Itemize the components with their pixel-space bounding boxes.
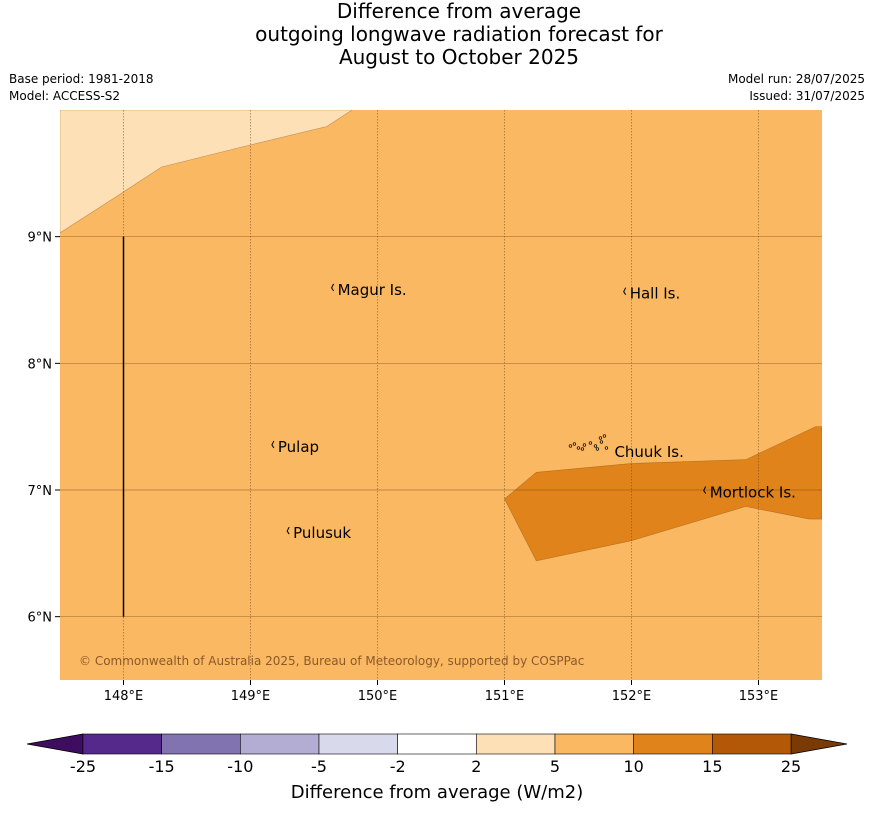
- forecast-regions: [60, 110, 822, 562]
- legend-tick-label: -2: [390, 757, 406, 776]
- legend-bin: [633, 733, 713, 755]
- lat-tick-label: 7°N: [28, 484, 53, 499]
- title-line-1: Difference from average: [336, 0, 582, 23]
- island-coast-mark: [331, 283, 335, 292]
- island-coast-mark: [598, 436, 603, 440]
- legend-bin: [318, 733, 398, 755]
- region-10-to-15: [504, 426, 822, 562]
- copyright-notice: © Commonwealth of Australia 2025, Bureau…: [79, 654, 584, 668]
- legend-bin: [161, 733, 241, 755]
- lon-tick-label: 150°E: [358, 689, 398, 704]
- legend-bin: [240, 733, 320, 755]
- island-label: Pulusuk: [293, 524, 351, 542]
- legend-tick-label: 10: [623, 757, 643, 776]
- island-coast-mark: [599, 440, 604, 444]
- island-coast-mark: [604, 446, 609, 450]
- lat-tick-label: 8°N: [28, 357, 53, 372]
- lon-tick-label: 152°E: [612, 689, 652, 704]
- lon-tick-label: 153°E: [739, 689, 779, 704]
- legend-tick-label: -15: [149, 757, 175, 776]
- region-2-to-5: [60, 110, 353, 234]
- legend-title: Difference from average (W/m2): [291, 782, 583, 803]
- issued-date: Issued: 31/07/2025: [749, 89, 865, 103]
- legend-bin: [397, 733, 477, 755]
- island-label: Mortlock Is.: [710, 484, 796, 502]
- model-run: Model run: 28/07/2025: [727, 72, 865, 86]
- title-line-2: outgoing longwave radiation forecast for: [255, 22, 663, 46]
- legend-tick-label: 5: [550, 757, 560, 776]
- lon-tick-label: 148°E: [104, 689, 144, 704]
- legend-bin: [82, 733, 162, 755]
- island-label: Pulap: [278, 438, 319, 456]
- island-label: Chuuk Is.: [614, 443, 683, 461]
- legend-tick-label: 25: [781, 757, 801, 776]
- island-coast-mark: [582, 443, 587, 447]
- island-labels: Magur Is. Hall Is. Pulap Chuuk Is. Mortlock …: [278, 281, 796, 542]
- island-coast-mark: [703, 486, 707, 494]
- legend-tick-label: 2: [471, 757, 481, 776]
- island-coast-mark: [623, 287, 627, 295]
- legend-tick-label: -25: [70, 757, 96, 776]
- legend-tick-label: -5: [311, 757, 327, 776]
- color-legend: -25 -15 -10 -5 -2 2 5 10 15 25: [26, 733, 848, 776]
- island-coast-mark: [602, 434, 607, 438]
- meta-left: Base period: 1981-2018 Model: ACCESS-S2: [9, 71, 154, 105]
- legend-over-arrow: [790, 733, 848, 755]
- map-axes: 148°E 149°E 150°E 151°E 152°E 153°E 9°N 8°N 7°N 6…: [28, 231, 779, 704]
- legend-tick-label: 15: [702, 757, 722, 776]
- island-coast-mark: [580, 447, 585, 451]
- legend-tick-label: -10: [227, 757, 253, 776]
- legend-bin: [712, 733, 792, 755]
- meta-right: Model run: 28/07/2025 Issued: 31/07/2025: [728, 71, 865, 105]
- map-background: [60, 110, 822, 680]
- island-coast-mark: [595, 447, 600, 451]
- title-line-3: August to October 2025: [338, 45, 580, 69]
- lon-tick-label: 149°E: [231, 689, 271, 704]
- base-period: Base period: 1981-2018: [9, 72, 154, 86]
- island-coast-mark: [568, 444, 573, 448]
- island-label: Hall Is.: [630, 285, 681, 303]
- island-coast-mark: [271, 440, 275, 449]
- legend-bin: [554, 733, 634, 755]
- island-coast-mark: [576, 446, 581, 450]
- lat-tick-label: 6°N: [28, 611, 53, 626]
- lon-tick-label: 151°E: [485, 689, 525, 704]
- map-title: Difference from average outgoing longwav…: [0, 0, 873, 69]
- lat-tick-label: 9°N: [28, 231, 53, 246]
- legend-bin: [476, 733, 556, 755]
- coastlines: [271, 283, 707, 535]
- island-coast-mark: [572, 442, 577, 446]
- island-coast-mark: [588, 441, 593, 445]
- model-name: Model: ACCESS-S2: [9, 89, 121, 103]
- island-coast-mark: [593, 444, 598, 448]
- island-label: Magur Is.: [338, 281, 407, 299]
- island-coast-mark: [286, 526, 290, 535]
- legend-under-arrow: [26, 733, 84, 755]
